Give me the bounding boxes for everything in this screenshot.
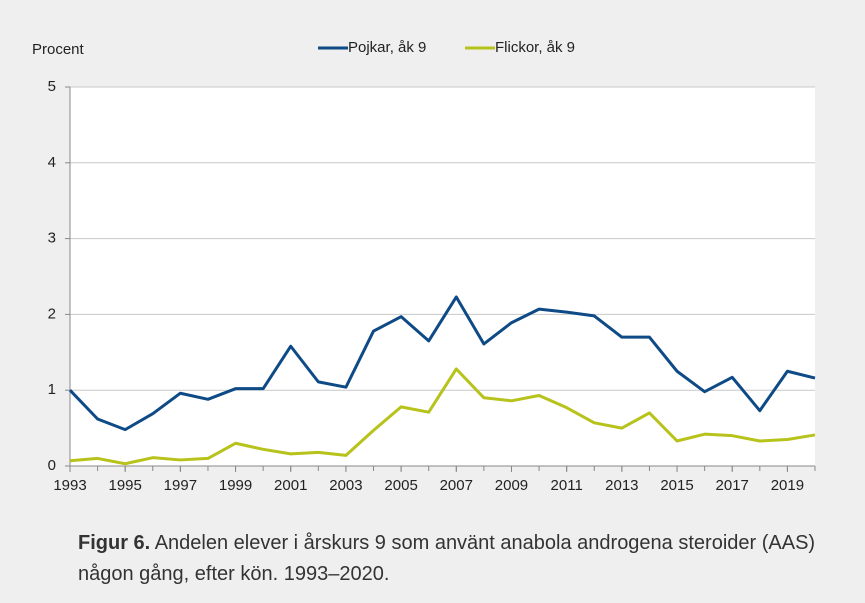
caption-text: Andelen elever i årskurs 9 som använt an… (78, 532, 816, 585)
y-tick-label: 3 (48, 230, 56, 247)
y-tick-label: 1 (48, 381, 56, 398)
y-tick-label: 5 (48, 78, 56, 95)
y-tick-label: 2 (48, 305, 56, 322)
x-tick-label: 2003 (329, 477, 362, 494)
legend-label: Pojkar, åk 9 (348, 39, 426, 56)
x-tick-label: 2019 (771, 477, 804, 494)
plot-area (70, 87, 815, 466)
series-line (68, 295, 816, 432)
x-tick-label: 2015 (660, 477, 693, 494)
x-tick-label: 1995 (108, 477, 141, 494)
x-tick-label: 1997 (164, 477, 197, 494)
legend-label: Flickor, åk 9 (495, 39, 575, 56)
x-tick-label: 2009 (495, 477, 528, 494)
y-tick-label: 0 (48, 457, 56, 474)
x-tick-label: 2001 (274, 477, 307, 494)
x-tick-label: 2013 (605, 477, 638, 494)
y-axis-label: Procent (32, 41, 85, 58)
x-tick-label: 1999 (219, 477, 252, 494)
x-tick-label: 2017 (716, 477, 749, 494)
x-tick-label: 2011 (551, 477, 583, 494)
x-tick-label: 1993 (53, 477, 86, 494)
series-line (69, 367, 816, 466)
chart: Procent 0 1 2 3 4 5 1993 1995 1997 1999 2001 2003 20… (32, 39, 816, 494)
x-tick-label: 2007 (440, 477, 473, 494)
y-tick-label: 4 (48, 154, 56, 171)
caption: Figur 6. Andelen elever i årskurs 9 som … (78, 528, 838, 590)
x-tick-label: 2005 (384, 477, 417, 494)
caption-label: Figur 6. (78, 532, 151, 554)
